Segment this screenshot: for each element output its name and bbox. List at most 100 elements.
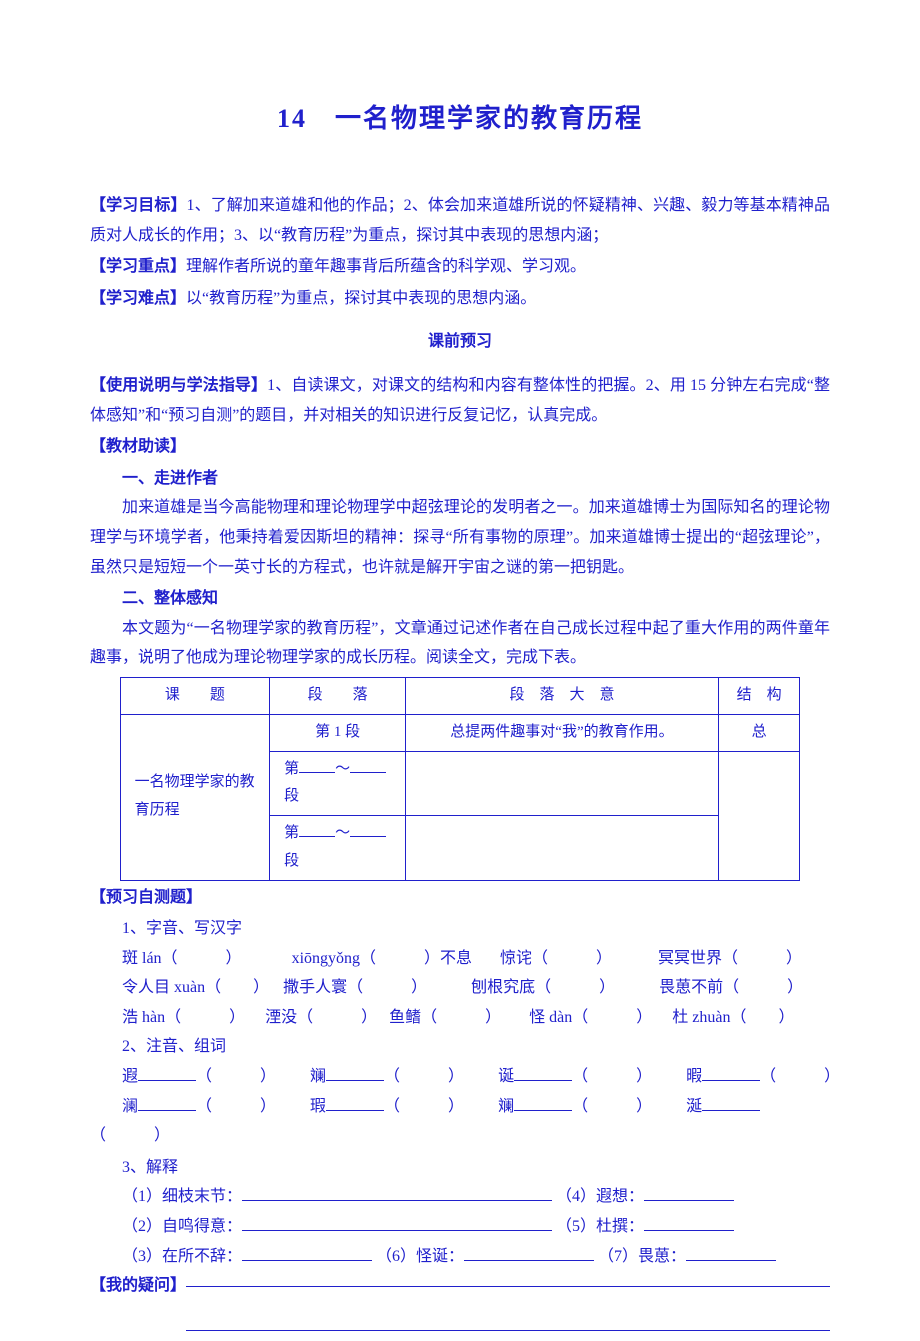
ex2-title: 2、注音、组词 xyxy=(90,1032,830,1062)
blank-input[interactable] xyxy=(464,1245,594,1261)
blank-input[interactable] xyxy=(299,758,335,773)
cell-struct2[interactable] xyxy=(718,751,800,880)
ex-item[interactable]: 鱼鳍（ ） xyxy=(389,1009,501,1026)
ex-item[interactable]: 令人目 xuàn（ ） xyxy=(122,979,269,996)
blank-input[interactable] xyxy=(350,822,386,837)
blank-input[interactable] xyxy=(514,1065,572,1081)
structure-table: 课 题 段 落 段 落 大 意 结 构 一名物理学家的教育历程 第 1 段 总提… xyxy=(120,677,801,881)
ex-item[interactable]: 刨根究底（ ） xyxy=(471,979,615,996)
th-topic: 课 题 xyxy=(120,678,270,715)
lesson-title: 14 一名物理学家的教育历程 xyxy=(90,95,830,143)
ex-char: 斓 xyxy=(310,1068,326,1085)
questions-label: 【我的疑问】 xyxy=(90,1277,186,1294)
author-heading: 一、走进作者 xyxy=(90,464,830,494)
ex-char: 遐 xyxy=(122,1068,138,1085)
cell-mean2[interactable] xyxy=(406,751,719,816)
blank-input[interactable] xyxy=(350,758,386,773)
my-questions: 【我的疑问】 xyxy=(90,1271,830,1341)
overview-para: 本文题为“一名物理学家的教育历程”，文章通过记述作者在自己成长过程中起了重大作用… xyxy=(90,614,830,673)
ex-item: （7）畏葸： xyxy=(598,1248,686,1265)
ex1-line3: 浩 hàn（ ） 湮没（ ） 鱼鳍（ ） 怪 dàn（ ） 杜 zhuàn（ ） xyxy=(90,1003,830,1033)
ex3-title: 3、解释 xyxy=(90,1153,830,1183)
author-para: 加来道雄是当今高能物理和理论物理学中超弦理论的发明者之一。加来道雄博士为国际知名… xyxy=(90,493,830,582)
ex-item: （5）杜撰： xyxy=(556,1218,644,1235)
seg-prefix: 第 xyxy=(284,761,299,777)
learning-goal: 【学习目标】1、了解加来道雄和他的作品；2、体会加来道雄所说的怀疑精神、兴趣、毅… xyxy=(90,191,830,250)
seg-mid: ～ xyxy=(335,761,350,777)
seg-suffix: 段 xyxy=(284,788,299,804)
ex-item[interactable]: 惊诧（ ） xyxy=(500,950,612,967)
ex-item[interactable]: 浩 hàn（ ） xyxy=(122,1009,245,1026)
ex3-line3: （3）在所不辞： （6）怪诞： （7）畏葸： xyxy=(90,1242,830,1272)
ex-char: 瑕 xyxy=(310,1098,326,1115)
blank-input[interactable] xyxy=(686,1245,776,1261)
ex2-line2: 澜（ ） 瑕（ ） 斓（ ） 涎 xyxy=(90,1092,830,1122)
th-structure: 结 构 xyxy=(718,678,800,715)
blank-input[interactable] xyxy=(326,1065,384,1081)
table-header-row: 课 题 段 落 段 落 大 意 结 构 xyxy=(120,678,800,715)
ex-item: （4）遐想： xyxy=(556,1188,644,1205)
focus-label: 【学习重点】 xyxy=(90,258,186,275)
ex-item[interactable]: 怪 dàn（ ） xyxy=(529,1009,652,1026)
ex1-line2: 令人目 xuàn（ ） 撒手人寰（ ） 刨根究底（ ） 畏葸不前（ ） xyxy=(90,973,830,1003)
blank-input[interactable] xyxy=(186,1271,830,1287)
blank-input[interactable] xyxy=(514,1095,572,1111)
cell-mean1: 总提两件趣事对“我”的教育作用。 xyxy=(406,714,719,751)
ex-item[interactable]: 杜 zhuàn（ ） xyxy=(672,1009,794,1026)
ex-char: 斓 xyxy=(498,1098,514,1115)
blank-input[interactable] xyxy=(242,1185,552,1201)
blank-input[interactable] xyxy=(702,1095,760,1111)
table-row: 一名物理学家的教育历程 第 1 段 总提两件趣事对“我”的教育作用。 总 xyxy=(120,714,800,751)
ex2-line2b: （ ） xyxy=(90,1121,830,1151)
cell-seg3: 第～段 xyxy=(270,816,406,881)
ex1-title: 1、字音、写汉字 xyxy=(90,914,830,944)
th-meaning: 段 落 大 意 xyxy=(406,678,719,715)
ex-char: 澜 xyxy=(122,1098,138,1115)
selftest-label: 【预习自测题】 xyxy=(90,889,202,906)
material-label-line: 【教材助读】 xyxy=(90,432,830,462)
difficulty-text: 以“教育历程”为重点，探讨其中表现的思想内涵。 xyxy=(186,290,536,307)
ex-item[interactable]: 斑 lán（ ） xyxy=(122,950,242,967)
ex1-line1: 斑 lán（ ） xiōngyǒng（ ）不息 惊诧（ ） 冥冥世界（ ） xyxy=(90,944,830,974)
blank-input[interactable] xyxy=(138,1095,196,1111)
cell-topic: 一名物理学家的教育历程 xyxy=(120,714,270,880)
blank-input[interactable] xyxy=(186,1315,830,1331)
seg-prefix: 第 xyxy=(284,825,299,841)
blank-input[interactable] xyxy=(299,822,335,837)
lesson-number: 14 xyxy=(277,104,307,133)
ex-item: （2）自鸣得意： xyxy=(122,1218,242,1235)
ex-item: （3）在所不辞： xyxy=(122,1248,242,1265)
ex-item[interactable]: 撒手人寰（ ） xyxy=(283,979,427,996)
usage-label: 【使用说明与学法指导】 xyxy=(90,377,267,394)
focus-text: 理解作者所说的童年趣事背后所蕴含的科学观、学习观。 xyxy=(186,258,586,275)
blank-input[interactable] xyxy=(138,1065,196,1081)
blank-input[interactable] xyxy=(644,1215,734,1231)
ex-item: （6）怪诞： xyxy=(376,1248,464,1265)
ex-char: 诞 xyxy=(498,1068,514,1085)
material-label: 【教材助读】 xyxy=(90,438,186,455)
cell-struct1: 总 xyxy=(718,714,800,751)
cell-seg1: 第 1 段 xyxy=(270,714,406,751)
ex-item[interactable]: xiōngyǒng（ ）不息 xyxy=(292,950,472,967)
cell-seg2: 第 ～ 段 xyxy=(270,751,406,816)
ex-item: （1）细枝末节： xyxy=(122,1188,242,1205)
ex-item[interactable]: 畏葸不前（ ） xyxy=(659,979,803,996)
blank-input[interactable] xyxy=(242,1215,552,1231)
learning-difficulty: 【学习难点】以“教育历程”为重点，探讨其中表现的思想内涵。 xyxy=(90,284,830,314)
ex-item[interactable]: 湮没（ ） xyxy=(265,1009,377,1026)
cell-mean3[interactable] xyxy=(406,816,719,881)
ex-item[interactable]: 冥冥世界（ ） xyxy=(658,950,802,967)
goal-label: 【学习目标】 xyxy=(90,197,187,214)
blank-input[interactable] xyxy=(326,1095,384,1111)
difficulty-label: 【学习难点】 xyxy=(90,290,186,307)
selftest-label-line: 【预习自测题】 xyxy=(90,883,830,913)
preclass-heading: 课前预习 xyxy=(90,327,830,357)
blank-input[interactable] xyxy=(644,1185,734,1201)
blank-input[interactable] xyxy=(702,1065,760,1081)
lesson-title-text: 一名物理学家的教育历程 xyxy=(335,104,643,133)
usage-para: 【使用说明与学法指导】1、自读课文，对课文的结构和内容有整体性的把握。2、用 1… xyxy=(90,371,830,430)
ex2-line1: 遐（ ） 斓（ ） 诞（ ） 暇（ ） xyxy=(90,1062,830,1092)
blank-input[interactable] xyxy=(242,1245,372,1261)
ex-char: 暇 xyxy=(686,1068,702,1085)
ex3-line2: （2）自鸣得意： （5）杜撰： xyxy=(90,1212,830,1242)
